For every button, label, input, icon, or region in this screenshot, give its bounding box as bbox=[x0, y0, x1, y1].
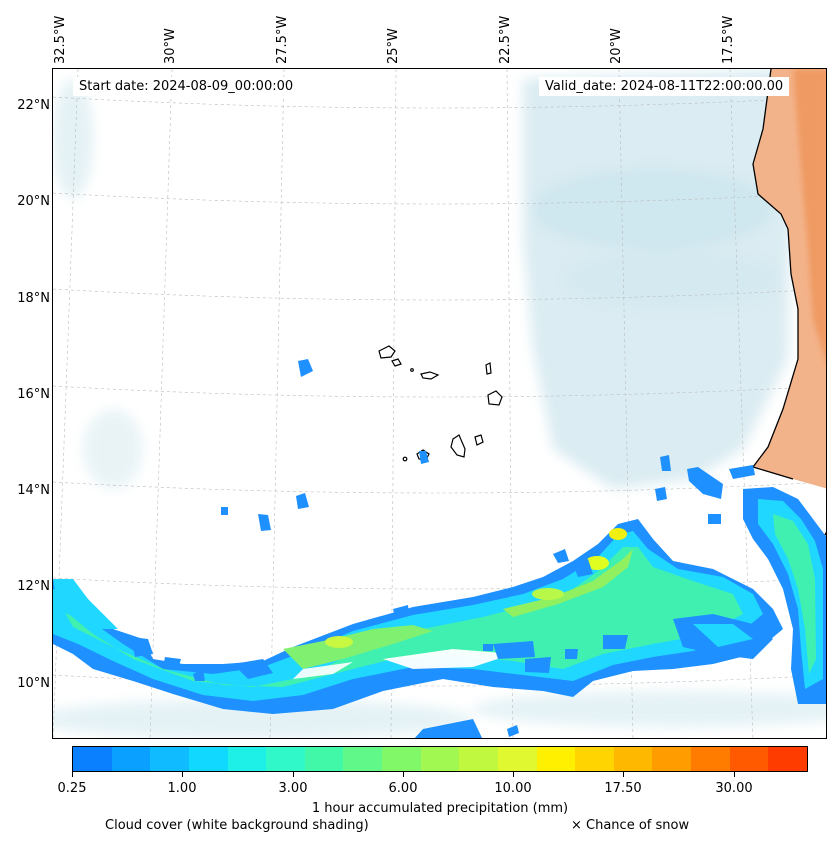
latitude-label-20n: 20°N bbox=[17, 194, 50, 209]
longitude-label-27-5w: 27.5°W bbox=[275, 15, 290, 64]
colorbar-label-30-00: 30.00 bbox=[715, 781, 753, 796]
colorbar-segment bbox=[420, 747, 460, 771]
cape-verde-islands bbox=[378, 345, 503, 462]
latitude-label-18n: 18°N bbox=[17, 291, 50, 306]
colorbar-segment bbox=[111, 747, 151, 771]
colorbar-tick-0-25 bbox=[72, 772, 73, 777]
colorbar-segment bbox=[613, 747, 653, 771]
colorbar-tick-3-00 bbox=[293, 772, 294, 777]
valid-date-label: Valid_date: 2024-08-11T22:00:00.00 bbox=[539, 77, 790, 96]
cloud-cover-caption: Cloud cover (white background shading) bbox=[105, 818, 369, 833]
longitude-label-17-5w: 17.5°W bbox=[721, 15, 736, 64]
longitude-label-20w: 20°W bbox=[609, 28, 624, 64]
latitude-label-22n: 22°N bbox=[17, 98, 50, 113]
snow-caption: × Chance of snow bbox=[571, 818, 690, 833]
colorbar-segment bbox=[691, 747, 730, 771]
colorbar-tick-30-00 bbox=[734, 772, 735, 777]
colorbar-segment bbox=[768, 747, 807, 771]
latitude-label-12n: 12°N bbox=[17, 579, 50, 594]
colorbar-label-17-50: 17.50 bbox=[604, 781, 642, 796]
colorbar-segment bbox=[497, 747, 537, 771]
colorbar-segment bbox=[227, 747, 267, 771]
colorbar-label-0-25: 0.25 bbox=[57, 781, 87, 796]
map-canvas bbox=[53, 69, 826, 738]
colorbar-segment bbox=[536, 747, 576, 771]
colorbar-label-3-00: 3.00 bbox=[278, 781, 308, 796]
colorbar-segment bbox=[729, 747, 769, 771]
colorbar-segment bbox=[266, 747, 305, 771]
colorbar-tick-1-00 bbox=[182, 772, 183, 777]
colorbar-segment bbox=[304, 747, 344, 771]
longitude-label-32-5w: 32.5°W bbox=[53, 15, 68, 64]
latitude-label-10n: 10°N bbox=[17, 676, 50, 691]
colorbar-segment bbox=[575, 747, 614, 771]
colorbar-label-10-00: 10.00 bbox=[494, 781, 532, 796]
precipitation-colorbar bbox=[72, 746, 808, 772]
latitude-label-16n: 16°N bbox=[17, 387, 50, 402]
colorbar-segment bbox=[652, 747, 691, 771]
cloud-cover-shading bbox=[53, 69, 826, 738]
start-date-label: Start date: 2024-08-09_00:00:00 bbox=[73, 77, 300, 96]
map-panel bbox=[52, 68, 827, 739]
colorbar-segment bbox=[343, 747, 382, 771]
colorbar-segment bbox=[459, 747, 498, 771]
colorbar-segment bbox=[73, 747, 112, 771]
colorbar-segment bbox=[150, 747, 189, 771]
longitude-label-22-5w: 22.5°W bbox=[498, 15, 513, 64]
colorbar-label-1-00: 1.00 bbox=[167, 781, 197, 796]
colorbar-title: 1 hour accumulated precipitation (mm) bbox=[311, 801, 569, 816]
colorbar-tick-17-50 bbox=[623, 772, 624, 777]
colorbar-tick-6-00 bbox=[403, 772, 404, 777]
colorbar-label-6-00: 6.00 bbox=[388, 781, 418, 796]
africa-land bbox=[751, 69, 826, 540]
colorbar-tick-10-00 bbox=[513, 772, 514, 777]
precipitation-shading bbox=[53, 359, 826, 738]
longitude-label-25w: 25°W bbox=[386, 28, 401, 64]
colorbar-segment bbox=[382, 747, 421, 771]
colorbar-segment bbox=[188, 747, 228, 771]
longitude-label-30w: 30°W bbox=[163, 28, 178, 64]
latitude-label-14n: 14°N bbox=[17, 483, 50, 498]
